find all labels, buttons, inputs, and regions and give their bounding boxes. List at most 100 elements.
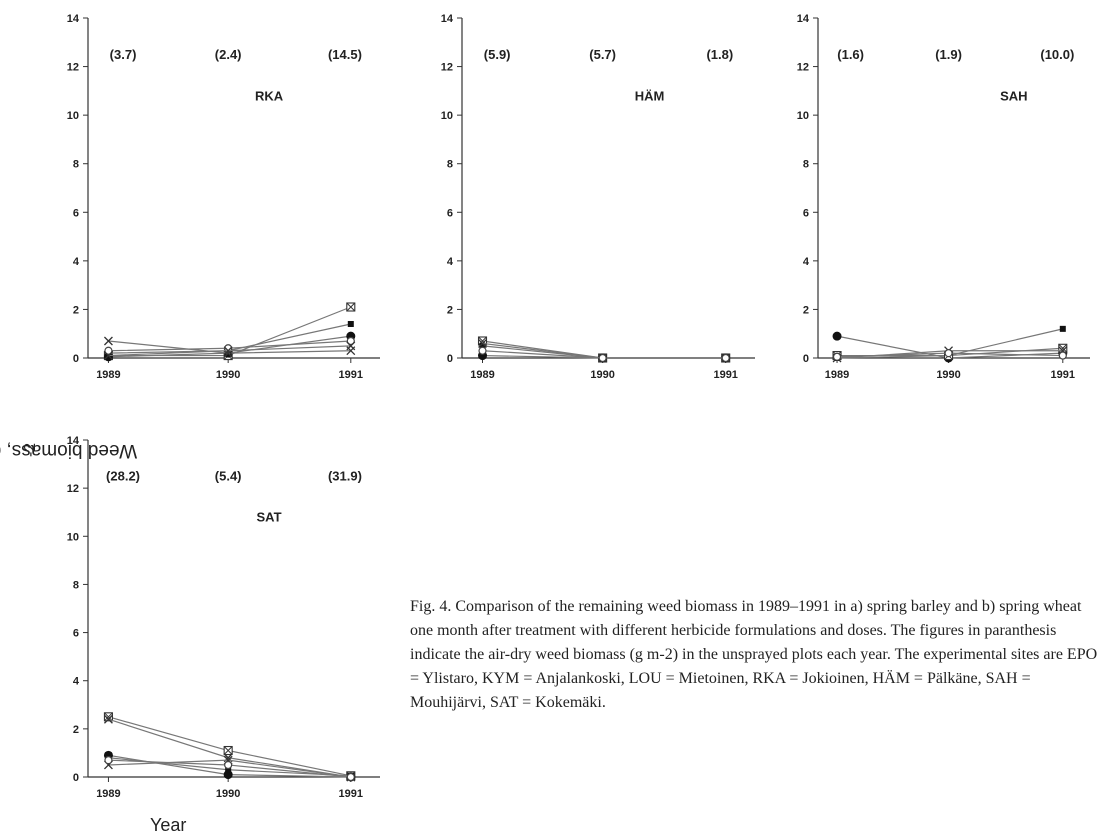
y-tick-label: 8	[803, 159, 809, 171]
y-tick-label: 14	[67, 435, 80, 447]
y-tick-label: 2	[803, 304, 809, 316]
series-line-6	[104, 756, 355, 782]
y-tick-label: 2	[73, 724, 79, 736]
y-tick-label: 14	[67, 13, 80, 25]
data-point	[479, 342, 486, 349]
data-point	[347, 321, 354, 327]
series-line-5	[832, 349, 1067, 361]
y-tick-label: 12	[797, 62, 809, 74]
data-point	[478, 338, 487, 348]
unsprayed-biomass-label: (5.4)	[215, 468, 242, 483]
x-tick-label: 1989	[96, 369, 120, 381]
y-tick-label: 12	[67, 62, 79, 74]
series-line-5	[478, 346, 730, 363]
y-tick-label: 6	[73, 207, 79, 219]
data-point	[721, 353, 730, 363]
x-tick-label: 1989	[470, 369, 494, 381]
figure-caption: Fig. 4. Comparison of the remaining weed…	[410, 598, 1098, 711]
y-tick-label: 8	[73, 159, 79, 171]
y-tick-label: 8	[447, 159, 453, 171]
data-point	[346, 341, 356, 351]
data-point	[103, 351, 113, 361]
data-point	[103, 336, 113, 346]
data-point	[1058, 351, 1067, 360]
data-point	[223, 346, 233, 356]
y-tick-label: 4	[803, 256, 810, 268]
x-tick-label: 1990	[216, 788, 240, 800]
y-tick-label: 14	[797, 13, 810, 25]
data-point	[944, 349, 953, 358]
data-point	[224, 344, 233, 353]
x-tick-label: 1991	[713, 369, 737, 381]
y-tick-label: 0	[73, 772, 79, 784]
data-point	[225, 766, 232, 773]
unsprayed-biomass-label: (1.6)	[837, 47, 864, 62]
y-tick-label: 12	[441, 62, 453, 74]
data-point	[832, 331, 842, 341]
y-tick-label: 10	[797, 110, 809, 122]
unsprayed-biomass-label: (14.5)	[328, 47, 362, 62]
unsprayed-biomass-label: (3.7)	[110, 47, 137, 62]
unsprayed-biomass-label: (1.8)	[706, 47, 733, 62]
chart-panel-sah: 0 2 4 6 8 10 12 14 1989 1990 1991 (1.6) (1.9) (10.0) S…	[797, 13, 1090, 381]
site-title: SAH	[1000, 88, 1027, 103]
unsprayed-biomass-label: (28.2)	[106, 468, 140, 483]
y-tick-label: 2	[73, 304, 79, 316]
data-point	[346, 772, 355, 782]
x-tick-label: 1990	[590, 369, 614, 381]
unsprayed-biomass-label: (31.9)	[328, 468, 362, 483]
data-point	[598, 353, 607, 363]
y-tick-label: 6	[73, 628, 79, 640]
data-point	[1059, 325, 1066, 332]
site-title: RKA	[255, 88, 284, 103]
x-tick-label: 1990	[216, 369, 240, 381]
y-tick-label: 4	[447, 256, 454, 268]
x-tick-label: 1991	[339, 369, 363, 381]
y-tick-label: 10	[67, 110, 79, 122]
y-tick-label: 6	[447, 207, 453, 219]
data-point	[224, 760, 233, 770]
y-tick-label: 0	[447, 353, 453, 365]
data-point	[346, 336, 355, 346]
series-line-5	[104, 336, 355, 355]
x-tick-label: 1989	[825, 369, 849, 381]
y-axis-label: Weed biomass, g DW m-2	[0, 300, 137, 600]
data-point	[103, 352, 113, 362]
y-tick-label: 14	[441, 13, 454, 25]
x-tick-label: 1989	[96, 788, 120, 800]
y-tick-label: 0	[73, 353, 79, 365]
y-tick-label: 12	[67, 483, 79, 495]
site-title: SAT	[257, 510, 282, 525]
chart-panel-rka: 0 2 4 6 8 10 12 14 1989 1990 1991 (3.7) (2.4) (14.5) R…	[67, 13, 380, 381]
y-tick-label: 2	[447, 304, 453, 316]
data-point	[223, 745, 233, 756]
unsprayed-biomass-label: (5.7)	[589, 47, 616, 62]
x-tick-label: 1991	[339, 788, 363, 800]
chart-panel-häm: 0 2 4 6 8 10 12 14 1989 1990 1991 (5.9) (5.7) (1.8) HÄ…	[441, 13, 755, 381]
y-tick-label: 8	[73, 579, 79, 591]
unsprayed-biomass-label: (10.0)	[1040, 47, 1074, 62]
site-title: HÄM	[635, 88, 665, 103]
data-point	[832, 352, 842, 361]
data-point	[104, 346, 113, 355]
data-point	[346, 302, 356, 312]
x-tick-label: 1991	[1051, 369, 1075, 381]
y-tick-label: 0	[803, 353, 809, 365]
x-tick-label: 1990	[936, 369, 960, 381]
y-tick-label: 4	[73, 256, 80, 268]
y-tick-label: 4	[73, 676, 80, 688]
data-point	[103, 714, 113, 724]
x-axis-label: Year	[150, 815, 187, 835]
chart-panel-sat: 0 2 4 6 8 10 12 14 1989 1990 1991 (28.2) (5.4) (31.9)…	[67, 435, 380, 800]
series-line-6	[103, 341, 356, 361]
y-axis-label-text: Weed biomass, g DW m	[0, 440, 138, 462]
unsprayed-biomass-label: (1.9)	[935, 47, 962, 62]
data-point	[478, 346, 487, 355]
unsprayed-biomass-label: (2.4)	[215, 47, 242, 62]
data-point	[104, 756, 113, 765]
y-tick-label: 10	[67, 531, 79, 543]
y-tick-label: 10	[441, 110, 453, 122]
y-tick-label: 6	[803, 207, 809, 219]
unsprayed-biomass-label: (5.9)	[484, 47, 511, 62]
